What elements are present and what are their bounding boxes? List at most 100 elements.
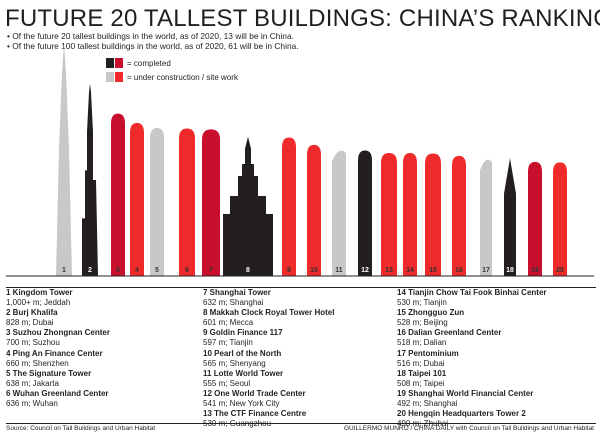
building-label-3: 3 bbox=[116, 267, 120, 274]
building-label-12: 12 bbox=[361, 267, 369, 274]
building-entry-title: 17 Pentominium bbox=[397, 349, 547, 359]
building-name: Suzhou Zhongnan Center bbox=[12, 328, 110, 338]
legend-swatch-grey bbox=[106, 72, 114, 82]
building-label-4: 4 bbox=[135, 267, 139, 274]
building-name: Shanghai World Financial Center bbox=[408, 388, 534, 398]
building-label-1: 1 bbox=[62, 267, 66, 274]
building-entry: 10 Pearl of the North 565 m; Shenyang bbox=[203, 349, 334, 369]
building-entry: 7 Shanghai Tower 632 m; Shanghai bbox=[203, 288, 334, 308]
building-entry-title: 7 Shanghai Tower bbox=[203, 288, 334, 298]
legend-swatch-red bbox=[115, 58, 123, 68]
building-entry: 4 Ping An Finance Center 660 m; Shenzhen bbox=[6, 349, 110, 369]
building-entry-title: 14 Tianjin Chow Tai Fook Binhai Center bbox=[397, 288, 547, 298]
building-bar-12 bbox=[358, 150, 372, 276]
building-rank: 5 bbox=[6, 368, 13, 378]
building-name: The CTF Finance Centre bbox=[214, 409, 307, 419]
building-label-16: 16 bbox=[455, 267, 463, 274]
building-bar-6 bbox=[179, 128, 195, 276]
building-rank: 9 bbox=[203, 328, 210, 338]
building-name: Burj Khalifa bbox=[12, 308, 58, 318]
building-entry-title: 15 Zhongguo Zun bbox=[397, 308, 547, 318]
building-name: Wuhan Greenland Center bbox=[12, 388, 109, 398]
credit-note: GUILLERMO MUNRO / CHINA DAILY with Counc… bbox=[344, 425, 594, 432]
source-note: Source: Council on Tall Buildings and Ur… bbox=[6, 425, 156, 432]
building-entry: 14 Tianjin Chow Tai Fook Binhai Center 53… bbox=[397, 288, 547, 308]
building-list-col-3: 14 Tianjin Chow Tai Fook Binhai Center 53… bbox=[397, 288, 547, 429]
building-skyline-chart: 1 2 3 4 5 6 7 8 9 10 11 12 13 14 15 16 17 18 19 20 bbox=[6, 44, 594, 277]
building-detail: 530 m; Guangzhou bbox=[203, 419, 334, 429]
building-bar-8 bbox=[223, 136, 273, 276]
building-name: Dalian Greenland Center bbox=[408, 328, 502, 338]
building-rank: 1 bbox=[6, 288, 13, 297]
building-label-17: 17 bbox=[482, 267, 490, 274]
building-rank: 13 bbox=[203, 409, 215, 419]
building-bar-1 bbox=[56, 44, 72, 276]
building-label-9: 9 bbox=[287, 267, 291, 274]
building-rank: 3 bbox=[6, 328, 13, 338]
building-name: Ping An Finance Center bbox=[12, 348, 103, 358]
building-entry-title: 10 Pearl of the North bbox=[203, 349, 334, 359]
building-rank: 10 bbox=[203, 348, 215, 358]
subtitle-2: Of the future 100 tallest buildings in t… bbox=[7, 41, 298, 51]
building-rank: 7 bbox=[203, 288, 210, 297]
building-rank: 8 bbox=[203, 308, 210, 318]
building-label-14: 14 bbox=[406, 267, 414, 274]
building-label-7: 7 bbox=[209, 267, 213, 274]
building-entry-title: 5 The Signature Tower bbox=[6, 369, 110, 379]
building-name: Goldin Finance 117 bbox=[209, 328, 283, 338]
building-detail: 530 m; Tianjin bbox=[397, 298, 447, 308]
building-detail: 700 m; Suzhou bbox=[6, 338, 60, 348]
building-rank: 2 bbox=[6, 308, 13, 318]
building-entry-title: 11 Lotte World Tower bbox=[203, 369, 334, 379]
building-name: Taipei 101 bbox=[408, 368, 447, 378]
building-entry: 17 Pentominium 516 m; Dubai bbox=[397, 349, 547, 369]
building-rank: 16 bbox=[397, 328, 409, 338]
building-bar-10 bbox=[307, 144, 321, 276]
building-detail: 601 m; Mecca bbox=[203, 318, 254, 328]
building-label-15: 15 bbox=[429, 267, 437, 274]
building-bar-11 bbox=[332, 150, 346, 276]
building-detail: 632 m; Shanghai bbox=[203, 298, 264, 308]
building-entry: 8 Makkah Clock Royal Tower Hotel 601 m; M… bbox=[203, 308, 334, 328]
building-entry-title: 9 Goldin Finance 117 bbox=[203, 328, 334, 338]
building-label-6: 6 bbox=[185, 267, 189, 274]
building-entry-title: 16 Dalian Greenland Center bbox=[397, 328, 547, 338]
building-name: The Signature Tower bbox=[12, 368, 92, 378]
building-label-8: 8 bbox=[246, 267, 250, 274]
building-name: Pearl of the North bbox=[214, 348, 282, 358]
building-name: Hengqin Headquarters Tower 2 bbox=[408, 409, 526, 419]
building-name: Shanghai Tower bbox=[209, 288, 271, 297]
building-entry-title: 2 Burj Khalifa bbox=[6, 308, 110, 318]
building-entry: 3 Suzhou Zhongnan Center 700 m; Suzhou bbox=[6, 328, 110, 348]
building-list-col-2: 7 Shanghai Tower 632 m; Shanghai 8 Makkah … bbox=[203, 288, 334, 429]
building-entry: 2 Burj Khalifa 828 m; Dubai bbox=[6, 308, 110, 328]
divider-top bbox=[6, 287, 596, 288]
legend-swatch-bright-red bbox=[115, 72, 123, 82]
building-name: Makkah Clock Royal Tower Hotel bbox=[209, 308, 335, 318]
building-entry-title: 4 Ping An Finance Center bbox=[6, 349, 110, 359]
building-bar-15 bbox=[425, 153, 441, 276]
building-list-col-1: 1 Kingdom Tower 1,000+ m; Jeddah 2 Burj Kh… bbox=[6, 288, 110, 409]
building-rank: 4 bbox=[6, 348, 13, 358]
building-entry-title: 8 Makkah Clock Royal Tower Hotel bbox=[203, 308, 334, 318]
building-bar-9 bbox=[282, 137, 296, 276]
building-entry-title: 1 Kingdom Tower bbox=[6, 288, 110, 298]
building-bar-14 bbox=[403, 153, 417, 276]
building-detail: 597 m; Tianjin bbox=[203, 338, 253, 348]
building-label-5: 5 bbox=[155, 267, 159, 274]
building-entry: 19 Shanghai World Financial Center 492 m;… bbox=[397, 389, 547, 409]
building-rank: 12 bbox=[203, 388, 215, 398]
building-detail: 518 m; Dalian bbox=[397, 338, 447, 348]
building-entry: 11 Lotte World Tower 555 m; Seoul bbox=[203, 369, 334, 389]
building-bar-13 bbox=[381, 153, 397, 276]
building-entry: 5 The Signature Tower 638 m; Jakarta bbox=[6, 369, 110, 389]
building-label-13: 13 bbox=[385, 267, 393, 274]
building-bar-20 bbox=[553, 162, 567, 276]
building-entry: 12 One World Trade Center 541 m; New York… bbox=[203, 389, 334, 409]
building-rank: 17 bbox=[397, 348, 409, 358]
legend-construction: = under construction / site work bbox=[106, 70, 238, 84]
building-rank: 18 bbox=[397, 368, 409, 378]
building-bar-2 bbox=[82, 83, 98, 277]
subtitle-1: Of the future 20 tallest buildings in th… bbox=[7, 31, 294, 41]
building-name: Tianjin Chow Tai Fook Binhai Center bbox=[408, 288, 547, 297]
